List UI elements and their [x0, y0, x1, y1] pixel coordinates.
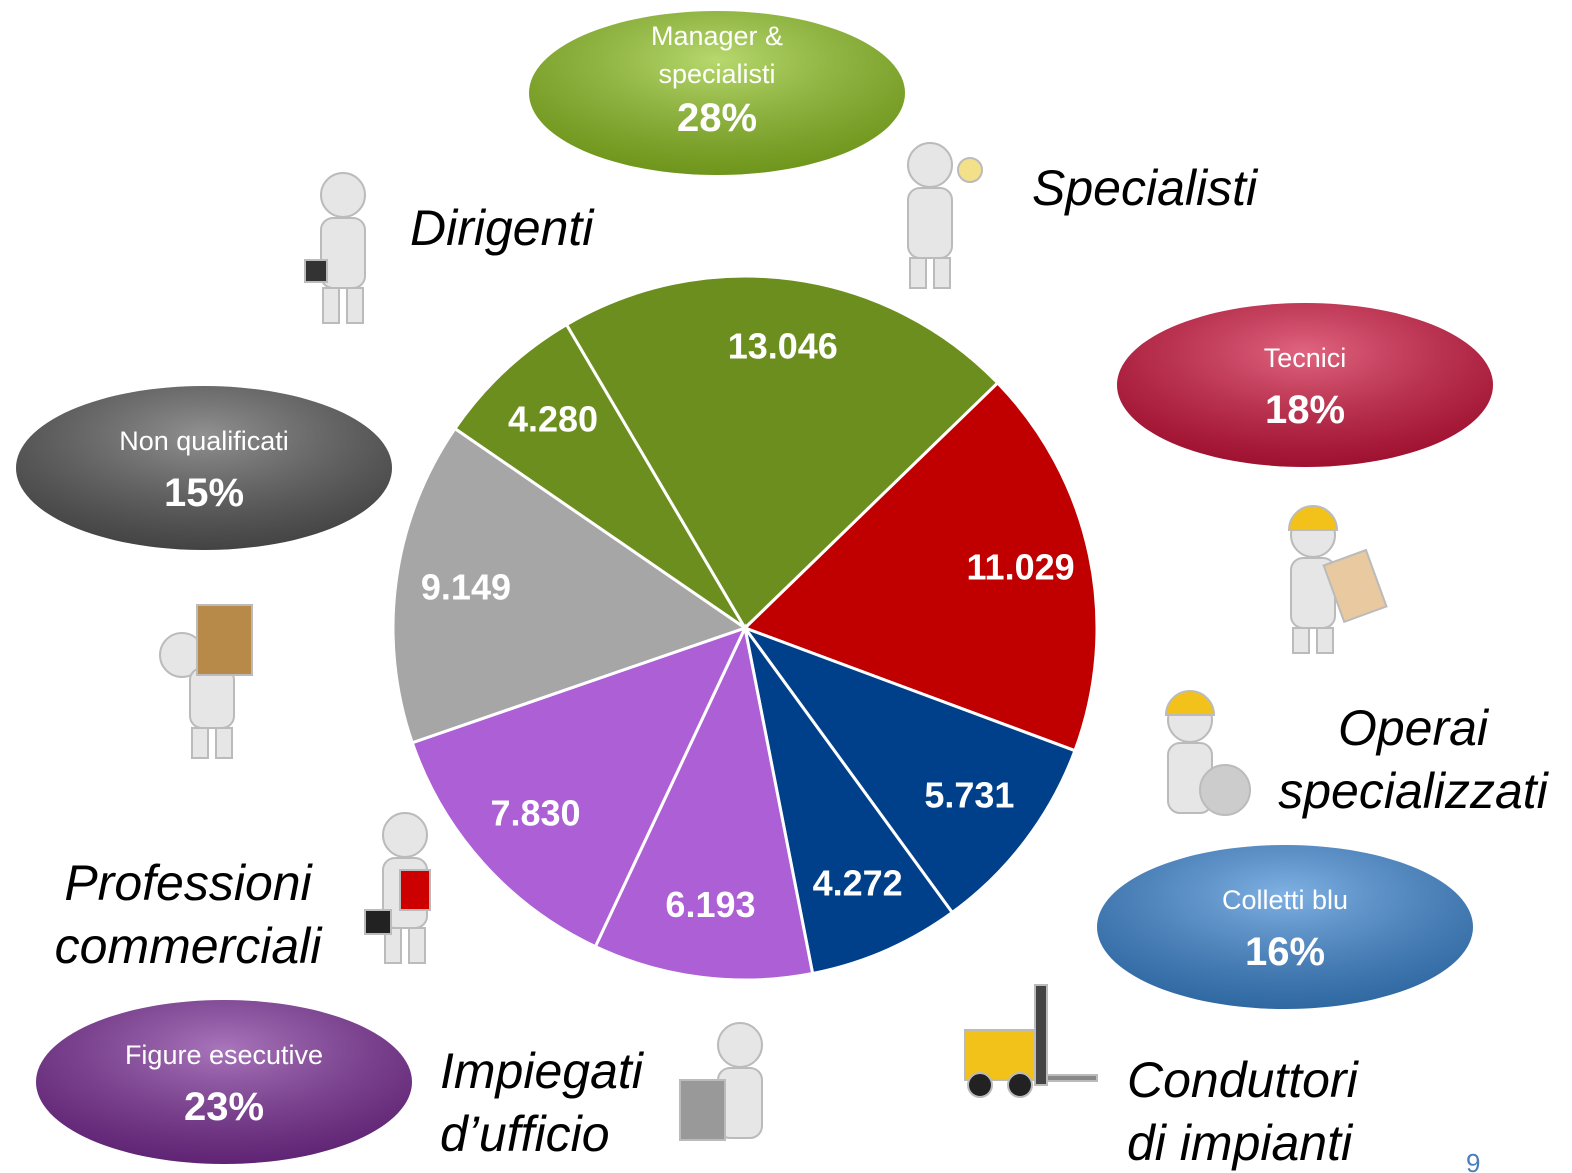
group-oval-shade [1097, 845, 1473, 1009]
group-percent: 23% [184, 1085, 264, 1129]
group-name: Tecnici [1264, 343, 1347, 373]
pie-slice [740, 624, 1077, 915]
group-percent: 15% [164, 471, 244, 515]
group-name: Colletti blu [1222, 885, 1348, 915]
role-label: di impianti [1127, 1115, 1354, 1171]
value-label: 7.830 [490, 793, 580, 834]
pie-slice [593, 623, 815, 982]
role-label: Impiegati [440, 1043, 645, 1099]
group-oval-shade [529, 11, 905, 175]
pie-slice [742, 380, 1099, 753]
group-name: Non qualificati [119, 426, 289, 456]
page-number: 9 [1466, 1148, 1480, 1173]
pie-slice [391, 426, 749, 745]
value-label: 6.193 [665, 884, 755, 925]
group-percent: 18% [1265, 388, 1345, 432]
value-label: 11.029 [967, 547, 1075, 588]
role-label: Professioni [64, 855, 313, 911]
value-label: 5.731 [924, 775, 1014, 816]
group-oval-shade [16, 386, 392, 550]
group-name: Manager & specialisti [651, 21, 783, 89]
role-label: commerciali [55, 918, 324, 974]
group-oval-shade [1117, 303, 1493, 467]
group-name: Figure esecutive [125, 1040, 323, 1070]
role-label: specializzati [1278, 763, 1549, 819]
pie-slice [564, 274, 1000, 631]
icons [159, 142, 1388, 1141]
value-label: 13.046 [728, 325, 838, 366]
group-percent: 28% [677, 96, 757, 140]
role-label: Operai [1338, 700, 1490, 756]
value-label: 4.280 [508, 398, 598, 439]
group-oval-shade [36, 1000, 412, 1164]
role-label: d’ufficio [440, 1106, 610, 1162]
role-label: Conduttori [1127, 1052, 1360, 1108]
group-name-line: Manager & [651, 21, 783, 51]
role-label: Specialisti [1032, 160, 1259, 216]
value-label: 4.272 [813, 863, 903, 904]
pie [391, 274, 1099, 982]
value-label: 9.149 [421, 567, 511, 608]
group-name-line: specialisti [658, 59, 775, 89]
pie-slice [410, 625, 748, 949]
group-percent: 16% [1245, 930, 1325, 974]
role-label: Dirigenti [410, 200, 595, 256]
pie-slice [452, 322, 747, 630]
